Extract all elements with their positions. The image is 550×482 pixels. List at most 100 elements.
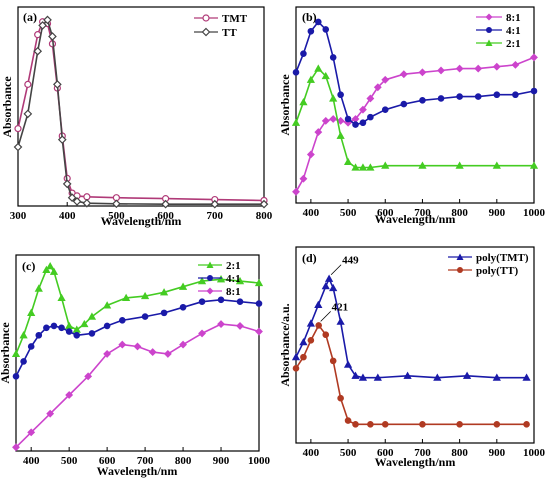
legend-tmt-marker [202,14,210,22]
series-8-1-point [321,116,330,125]
legend-8to1-label: 8:1 [226,286,241,298]
series-2-1-point [329,94,338,102]
x-tick-label: 600 [99,455,116,467]
series-8-1-point [329,115,338,123]
series-poly-tt-point [315,322,322,329]
series-poly-tmt-point [299,337,308,346]
series-2-1-point [49,267,59,275]
panel-d-y-axis-label: Absorbance/a.u. [278,303,292,386]
panel-b-y-axis-label: Absorbance [278,74,292,136]
series-4-1-point [530,87,538,95]
panel-c-plot-frame [15,254,260,452]
series-poly-tmt-point [324,274,334,282]
legend-8to1-marker [485,13,493,21]
x-tick-label: 1000 [248,455,271,467]
series-2-1-point [492,161,501,169]
series-tmt-point [83,193,91,201]
series-2-1-point [197,276,207,285]
series-4-1-point [359,119,367,127]
panel-d-x-ticks: 400 500 600 700 800 900 1000 [303,439,546,459]
series-poly-tt-point [381,421,389,428]
series-poly-tt-point [322,331,330,339]
series-4-1-point [329,54,337,61]
legend-2to1-marker [206,261,214,268]
x-tick-label: 800 [451,207,468,219]
series-tt-point [210,199,220,209]
legend-tt-label: TT [222,27,237,39]
legend-2to1-label: 2:1 [506,38,521,50]
series-4-1-point [88,330,96,337]
series-4-1-point [20,358,27,365]
series-2-1-point [87,312,97,320]
series-8-1-point [27,428,36,437]
x-tick-label: 800 [451,447,468,459]
panel-d-series: 449 421 [291,255,531,428]
series-4-1-point [315,18,322,26]
panel-a-plot-frame [17,6,265,207]
series-poly-tmt-point [329,283,338,292]
panel-c-y-axis-label: Absorbance [0,322,12,384]
x-tick-label: 800 [256,210,273,222]
series-2-1-point [254,278,264,287]
series-8-1-point [299,174,308,183]
series-8-1-point [399,70,408,79]
series-8-1-point [217,320,225,328]
series-8-1-point [511,60,520,69]
series-8-1-point [133,342,142,351]
series-2-1-point [216,275,226,283]
series-8-1-point [46,409,55,418]
x-tick-label: 500 [108,210,125,222]
series-2-1-point [381,161,390,169]
x-tick-label: 900 [489,207,506,219]
x-tick-label: 500 [340,447,357,459]
series-tt-point [13,142,23,152]
legend-8to1-label: 8:1 [506,12,521,24]
series-poly-tmt-point [522,373,531,381]
series-tt-point [259,199,269,209]
series-4-1-line [15,299,260,377]
series-8-1-point [306,150,315,159]
series-8-1-point [236,322,244,330]
x-tick-label: 1000 [523,207,546,219]
legend-4to1-marker [486,27,492,33]
panel-a-x-axis-label: Wavelength/nm [101,214,182,228]
series-8-1-point [455,64,464,73]
series-2-1-point [159,288,169,296]
peak-annotation-label: 421 [332,301,349,313]
legend-poly-tt-marker [457,267,463,273]
series-4-1-point [12,373,20,380]
series-2-1-point [103,301,112,309]
panel-a-y-axis-label: Absorbance [0,76,14,138]
x-tick-label: 400 [23,455,40,467]
series-4-1-point [103,322,111,330]
peak-annotation-leader [320,311,331,322]
series-4-1-point [255,300,263,307]
series-8-1-line [295,56,535,193]
x-tick-label: 700 [414,207,431,219]
series-2-1-point [529,161,539,169]
legend-8to1-marker [206,287,214,295]
series-4-1-point [58,324,65,332]
series-8-1-point [418,68,427,77]
series-tt-point [112,199,121,209]
series-4-1-point [236,298,244,305]
series-2-1-point [291,118,301,126]
series-2-1-point [336,131,345,139]
series-tmt-point [24,80,32,88]
peak-annotation-label: 449 [342,255,359,267]
series-tt-line [17,19,264,205]
panel-c-x-axis-label: Wavelength/nm [97,464,178,478]
series-poly-tt-point [352,421,359,428]
series-8-1-point [84,372,93,381]
panel-d-legend: poly(TMT) poly(TT) [448,252,529,277]
series-poly-tt-point [456,421,463,428]
series-4-1-point [50,322,58,330]
panel-c-x-ticks: 400 500 600 700 800 900 1000 [23,447,271,467]
series-8-1-point [381,75,390,84]
series-4-1-point [160,309,168,317]
series-2-1-point [42,265,51,274]
series-4-1-point [419,97,426,104]
series-8-1-point [148,348,157,356]
series-poly-tmt-point [462,371,472,379]
